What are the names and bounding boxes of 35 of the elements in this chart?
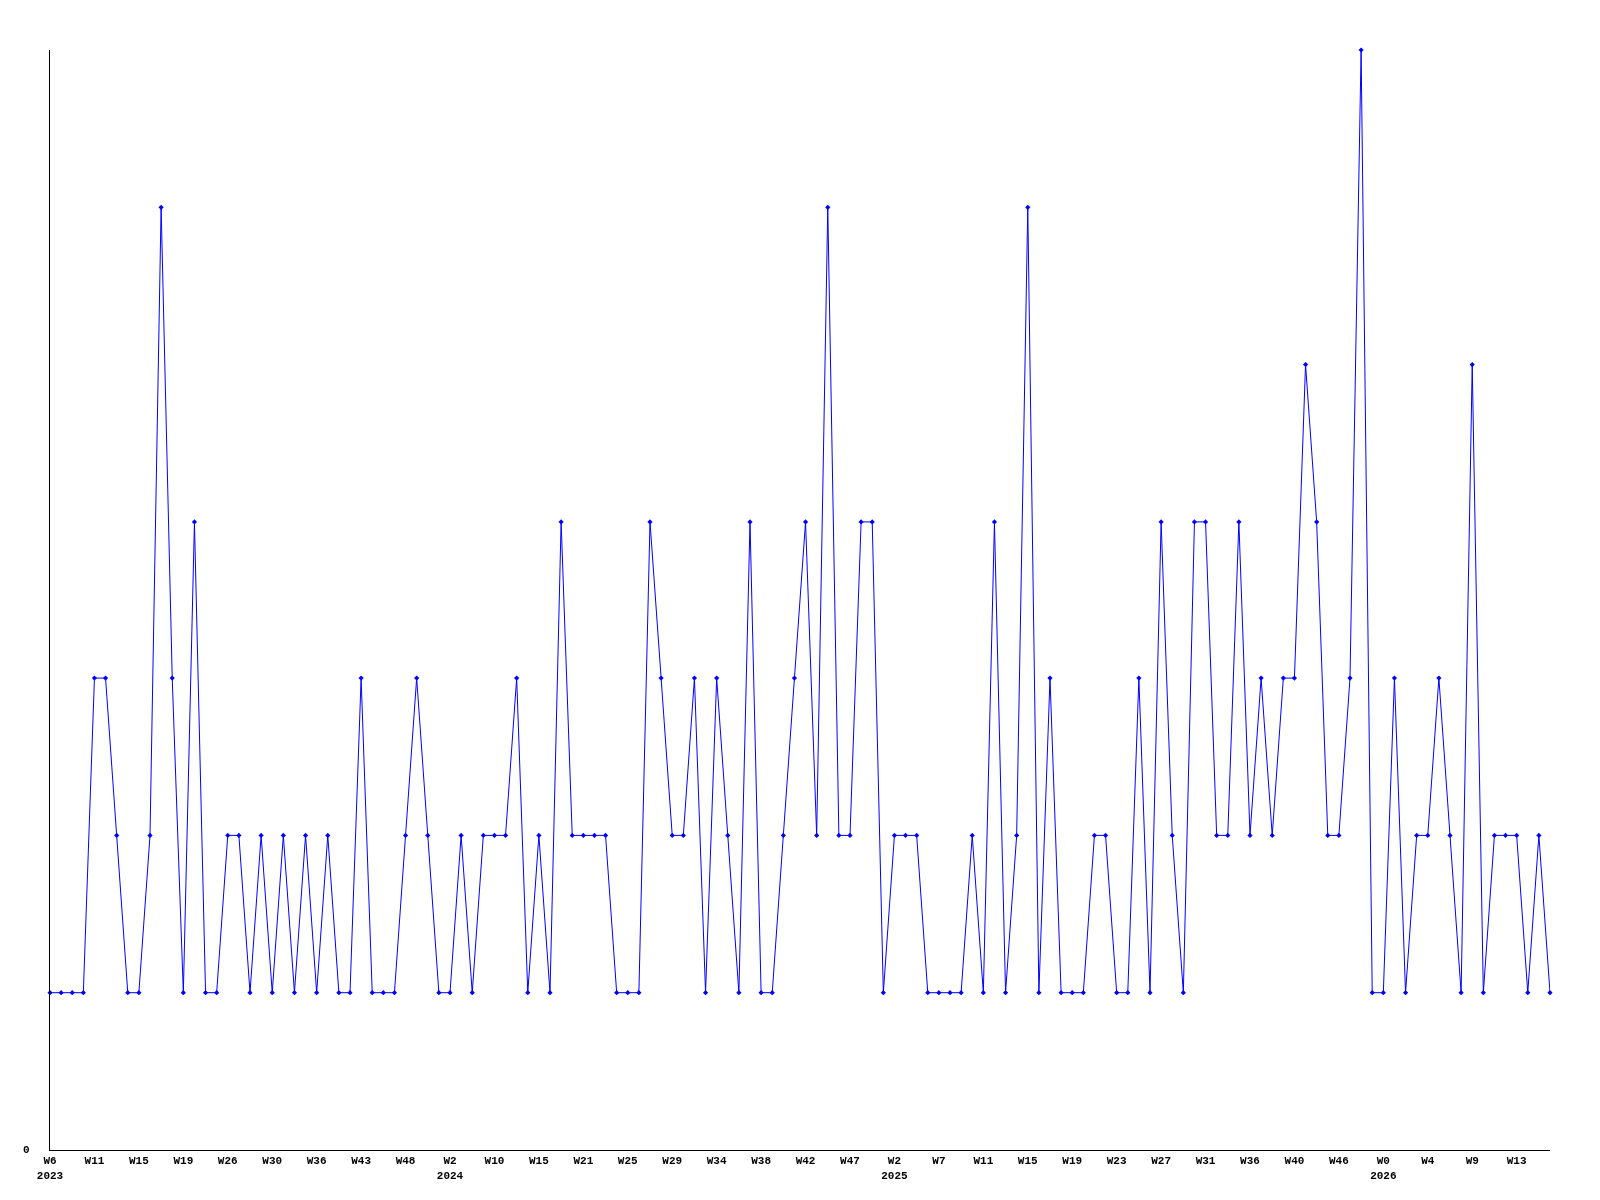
x-tick-label: W2 2024 xyxy=(436,1155,464,1182)
x-tick-label: W9 xyxy=(1465,1155,1479,1168)
x-tick-label: W6 2023 xyxy=(36,1155,64,1182)
x-tick-label: W11 xyxy=(84,1155,105,1168)
x-tick-label: W26 xyxy=(217,1155,238,1168)
x-tick-label: W34 xyxy=(706,1155,727,1168)
x-tick-label: W19 xyxy=(1062,1155,1083,1168)
x-tick-label: W15 xyxy=(528,1155,550,1168)
x-tick-label: W38 xyxy=(751,1155,772,1168)
x-tick-label: W4 xyxy=(1421,1155,1435,1168)
x-tick-label: W46 xyxy=(1328,1155,1349,1168)
x-tick-label: W40 xyxy=(1284,1155,1305,1168)
x-tick-label: W0 2026 xyxy=(1370,1155,1397,1182)
x-tick-label: W19 xyxy=(173,1155,194,1168)
x-tick-label: W2 2025 xyxy=(881,1155,909,1182)
x-tick-label: W47 xyxy=(840,1155,860,1168)
x-tick-label: W23 xyxy=(1106,1155,1127,1168)
x-tick-label: W15 xyxy=(1017,1155,1039,1168)
x-tick-label: W27 xyxy=(1151,1155,1172,1168)
x-tick-label: W29 xyxy=(662,1155,683,1168)
x-tick-label: W15 xyxy=(128,1155,150,1168)
x-tick-label: W7 xyxy=(932,1155,946,1168)
x-tick-label: W10 xyxy=(484,1155,505,1168)
text: 0 xyxy=(23,1144,30,1156)
x-tick-label: W31 xyxy=(1195,1155,1216,1168)
x-tick-label: W25 xyxy=(617,1155,639,1168)
x-tick-label: W48 xyxy=(395,1155,416,1168)
x-tick-label: W13 xyxy=(1506,1155,1527,1168)
x-tick-label: W30 xyxy=(262,1155,283,1168)
x-tick-label: W21 xyxy=(573,1155,594,1168)
x-tick-label: W11 xyxy=(973,1155,994,1168)
x-tick-label: W36 xyxy=(306,1155,327,1168)
x-tick-label: W43 xyxy=(351,1155,372,1168)
x-tick-label: W36 xyxy=(1240,1155,1260,1168)
x-tick-label: W42 xyxy=(795,1155,816,1168)
